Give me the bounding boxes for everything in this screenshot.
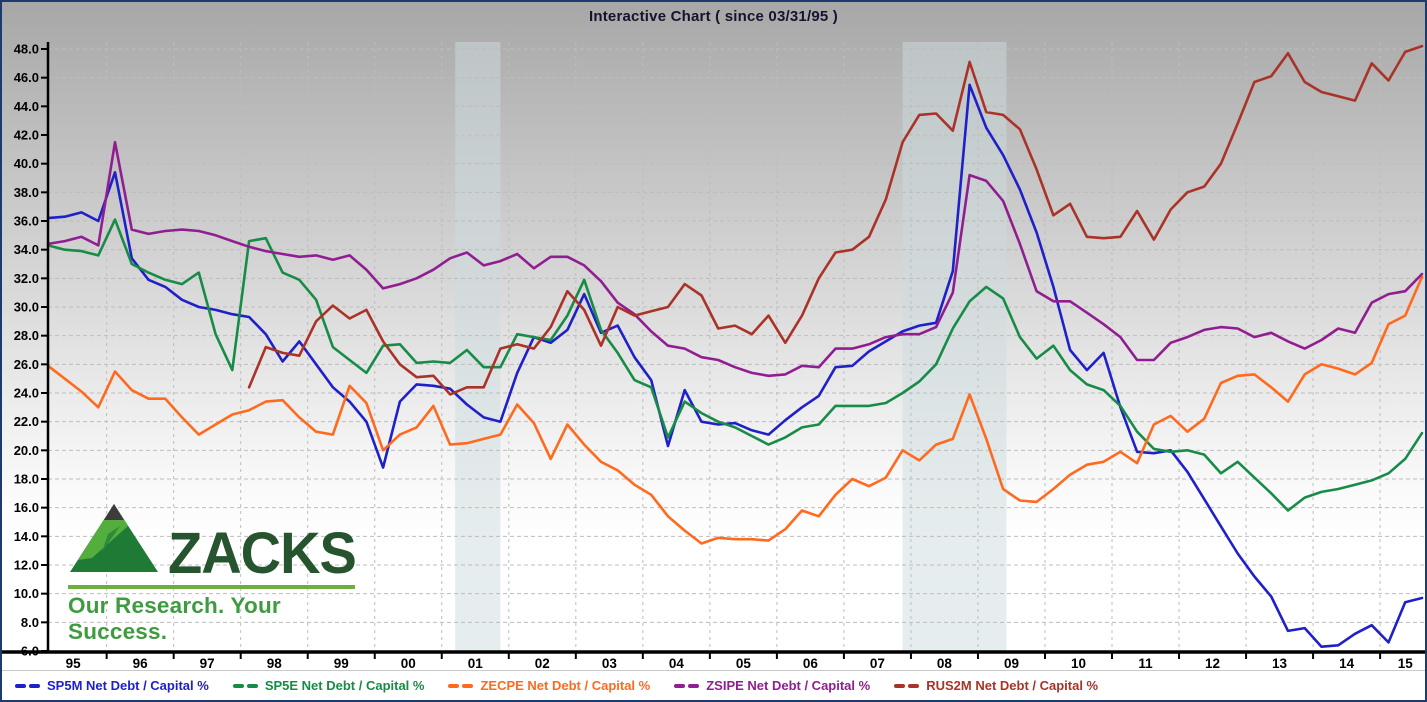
- zacks-brand-text: ZACKS: [168, 519, 357, 587]
- y-axis-label: 34.0: [14, 242, 39, 257]
- series-line-rus2m[interactable]: [247, 44, 1424, 396]
- series-line-zecpe[interactable]: [46, 275, 1424, 545]
- y-axis-label: 14.0: [14, 529, 39, 544]
- y-axis-label: 44.0: [14, 99, 39, 114]
- series-line-zsipe[interactable]: [46, 140, 1424, 378]
- y-axis-label: 30.0: [14, 300, 39, 315]
- y-axis-label: 22.0: [14, 414, 39, 429]
- y-axis-label: 18.0: [14, 472, 39, 487]
- y-axis-label: 28.0: [14, 328, 39, 343]
- y-axis-label: 32.0: [14, 271, 39, 286]
- legend-item-sp5e[interactable]: SP5E Net Debt / Capital %: [232, 678, 425, 693]
- legend-dash-icon: [448, 683, 474, 688]
- y-axis-label: 26.0: [14, 357, 39, 372]
- y-axis-label: 40.0: [14, 156, 39, 171]
- x-axis-label: 10: [1071, 656, 1086, 670]
- series-line-sp5e[interactable]: [46, 218, 1424, 512]
- x-axis-label: 08: [937, 656, 953, 670]
- x-axis-label: 12: [1205, 656, 1220, 670]
- x-axis-label: 01: [468, 656, 484, 670]
- x-axis-label: 99: [334, 656, 349, 670]
- y-axis-label: 24.0: [14, 386, 39, 401]
- y-axis-label: 12.0: [14, 558, 39, 573]
- x-axis-label: 07: [870, 656, 885, 670]
- legend: SP5M Net Debt / Capital % SP5E Net Debt /…: [2, 670, 1425, 700]
- legend-item-rus2m[interactable]: RUS2M Net Debt / Capital %: [894, 678, 1098, 693]
- x-axis-label: 15: [1398, 656, 1414, 670]
- y-axis-label: 48.0: [14, 42, 39, 57]
- legend-item-zsipe[interactable]: ZSIPE Net Debt / Capital %: [674, 678, 870, 693]
- y-axis-label: 36.0: [14, 214, 39, 229]
- x-axis-label: 98: [267, 656, 283, 670]
- recession-band: [455, 42, 501, 651]
- y-axis-label: 38.0: [14, 185, 39, 200]
- legend-label: RUS2M Net Debt / Capital %: [926, 678, 1099, 693]
- zacks-logo: ZACKS Our Research. Your Success.: [68, 500, 368, 644]
- legend-item-zecpe[interactable]: ZECPE Net Debt / Capital %: [448, 678, 650, 693]
- x-axis-label: 05: [736, 656, 752, 670]
- y-axis-label: 16.0: [14, 500, 39, 515]
- legend-dash-icon: [894, 683, 920, 688]
- x-axis-label: 06: [803, 656, 819, 670]
- x-axis-label: 11: [1138, 656, 1153, 670]
- x-axis-label: 96: [133, 656, 149, 670]
- chart-title: Interactive Chart ( since 03/31/95 ): [589, 8, 838, 25]
- legend-dash-icon: [15, 683, 40, 688]
- y-axis-label: 42.0: [14, 128, 39, 143]
- x-axis-label: 00: [401, 656, 416, 670]
- y-axis-label: 8.0: [21, 615, 39, 630]
- legend-label: ZSIPE Net Debt / Capital %: [706, 678, 871, 693]
- x-axis-label: 13: [1272, 656, 1288, 670]
- y-axis-label: 46.0: [14, 70, 39, 85]
- legend-dash-icon: [674, 683, 700, 688]
- x-axis-label: 14: [1339, 656, 1355, 670]
- chart-plot-area: 48.0 46.0 44.0 42.0 40.0 38.0 36.0 34.0 32.0 30.0…: [2, 42, 1425, 670]
- x-axis-label: 02: [535, 656, 550, 670]
- x-axis-label: 95: [66, 656, 82, 670]
- series-line-sp5m[interactable]: [46, 83, 1424, 648]
- legend-label: ZECPE Net Debt / Capital %: [480, 678, 651, 693]
- zacks-mountain-icon: [68, 500, 160, 579]
- recession-band: [902, 42, 1007, 651]
- x-axis-label: 97: [200, 656, 215, 670]
- legend-dash-icon: [232, 683, 258, 688]
- zacks-tagline: Our Research. Your Success.: [68, 593, 281, 644]
- zacks-underline: [68, 585, 355, 589]
- legend-item-sp5m[interactable]: SP5M Net Debt / Capital %: [15, 678, 209, 693]
- x-axis-label: 04: [669, 656, 685, 670]
- legend-label: SP5M Net Debt / Capital %: [47, 678, 209, 693]
- legend-label: SP5E Net Debt / Capital %: [264, 678, 425, 693]
- x-axis-label: 09: [1004, 656, 1019, 670]
- x-axis-label: 03: [602, 656, 618, 670]
- y-axis-label: 20.0: [14, 443, 39, 458]
- y-axis-label: 10.0: [14, 586, 39, 601]
